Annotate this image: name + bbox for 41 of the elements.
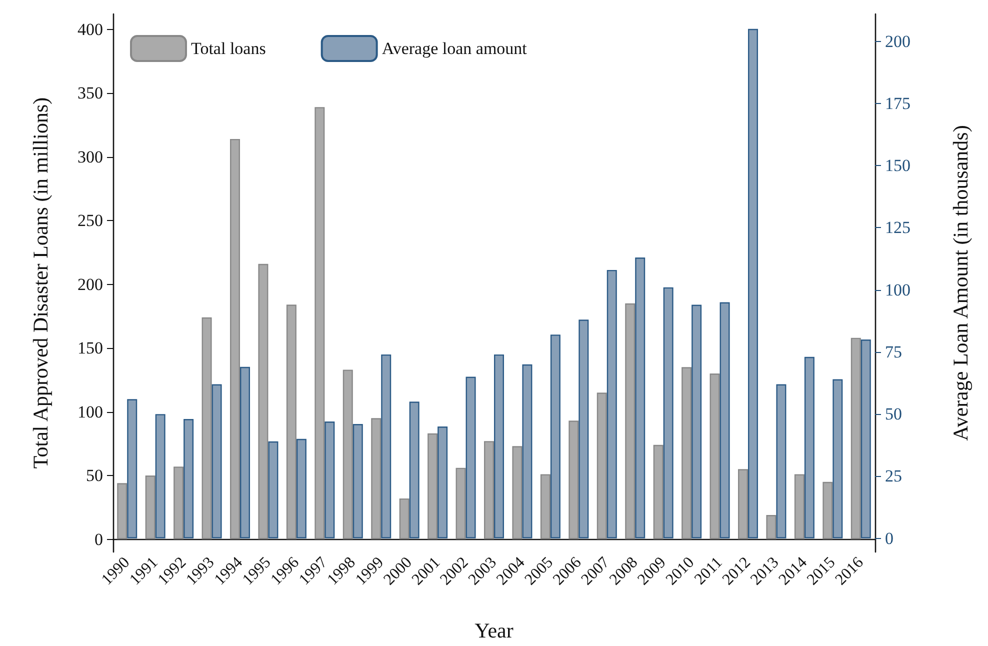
y-tick-label: 0	[94, 530, 103, 549]
y2-tick-label: 50	[885, 404, 902, 424]
bar	[399, 498, 410, 540]
bar	[804, 356, 814, 538]
bar	[127, 399, 138, 538]
y2-tick-label: 25	[885, 466, 902, 486]
y-tick-label: 100	[78, 402, 103, 422]
y-tick-label: 200	[78, 274, 103, 294]
y-tick-label: 350	[78, 84, 103, 103]
bar	[738, 469, 748, 540]
bar	[540, 474, 550, 540]
legend-label: Average loan amount	[382, 39, 528, 58]
y-tick-label: 400	[78, 20, 103, 39]
y2-tick-label: 150	[885, 156, 910, 176]
y2-tick-label: 175	[885, 94, 910, 113]
y2-tick-label: 0	[885, 528, 894, 548]
y2-tick-label: 75	[885, 342, 902, 362]
y-tick-label: 300	[78, 147, 103, 166]
bar	[258, 264, 268, 540]
bar	[663, 287, 674, 538]
bar	[466, 376, 476, 538]
y-tick-label: 150	[78, 338, 103, 358]
bar	[286, 304, 296, 540]
bar	[550, 334, 560, 538]
bar	[324, 422, 335, 538]
legend-label: Total loans	[191, 39, 266, 58]
bar	[230, 138, 240, 540]
bar	[748, 28, 758, 538]
y2-tick-label: 125	[885, 218, 910, 238]
bar	[409, 402, 420, 538]
y-axis-title: Total Approved Disaster Loans (in millions)	[28, 97, 52, 469]
bar	[314, 107, 325, 540]
y-tick-label: 50	[86, 466, 103, 486]
y2-axis-title: Average Loan Amount (in thousands)	[948, 125, 972, 441]
y2-tick-label: 100	[885, 280, 910, 300]
y-tick-label: 250	[78, 211, 103, 230]
x-axis-title: Year	[474, 618, 514, 642]
y2-tick-label: 200	[885, 32, 910, 51]
bar	[832, 379, 843, 538]
bar	[766, 515, 776, 540]
bar	[776, 384, 786, 538]
